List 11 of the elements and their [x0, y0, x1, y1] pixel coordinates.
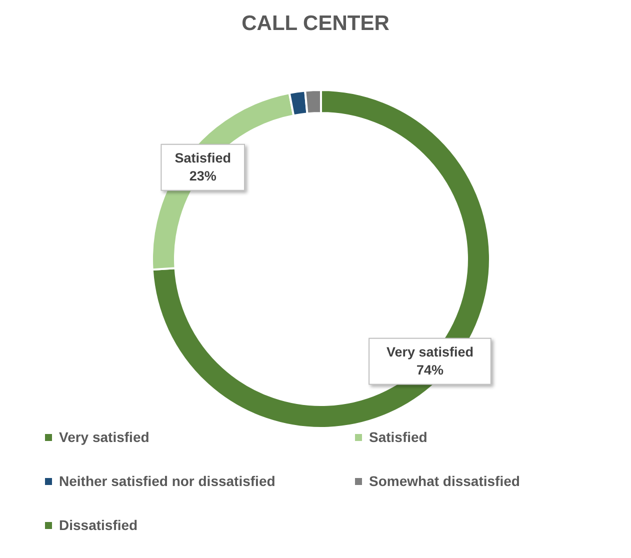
data-label: 74% [416, 362, 444, 378]
data-label: 23% [189, 168, 216, 184]
chart-title: CALL CENTER [240, 12, 390, 36]
donut-slice [151, 89, 491, 429]
slice-label: Very satisfied [386, 344, 474, 360]
legend-label: Somewhat dissatisfied [369, 473, 520, 489]
slice-label: Satisfied [174, 150, 232, 166]
legend-label: Dissatisfied [59, 517, 138, 533]
legend-label: Neither satisfied nor dissatisfied [59, 473, 276, 489]
legend-label: Satisfied [369, 429, 428, 445]
legend-label: Very satisfied [59, 429, 150, 445]
